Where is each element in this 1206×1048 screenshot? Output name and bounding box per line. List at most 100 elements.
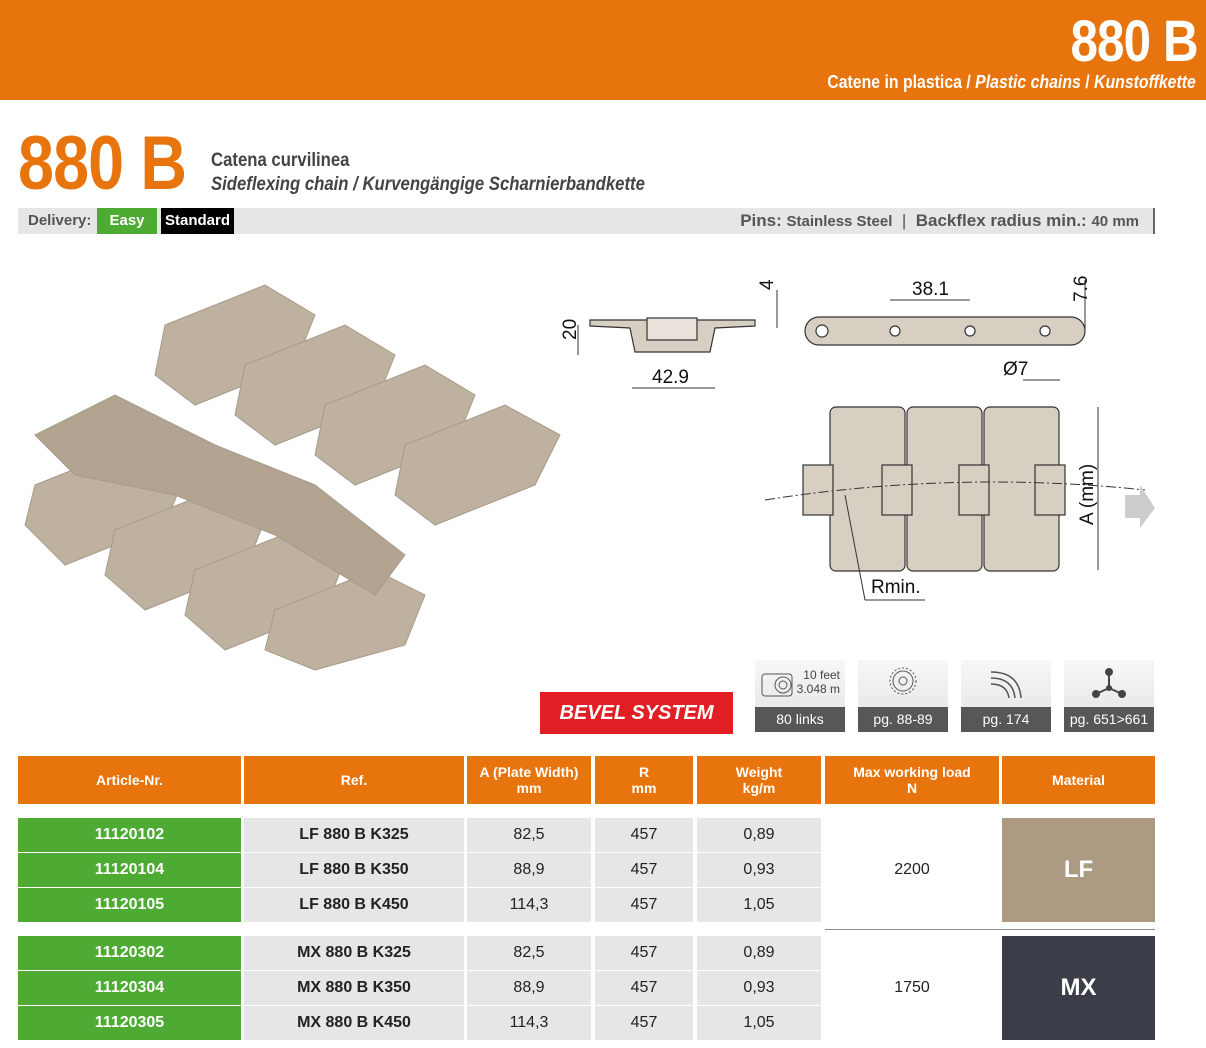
subtitle-en: Plastic chains [975, 72, 1081, 92]
length-info: 10 feet 3.048 m 80 links [755, 660, 845, 732]
table-cell-ref: MX 880 B K325 [244, 936, 464, 970]
table-cell-r: 457 [595, 853, 693, 887]
table-cell-a: 82,5 [467, 936, 591, 970]
column-header: Max working load N [825, 756, 999, 804]
table-cell-weight: 1,05 [697, 888, 821, 922]
table-cell-weight: 0,93 [697, 971, 821, 1005]
material-page: pg. 651>661 [1064, 707, 1154, 732]
sprocket-icon [889, 667, 917, 695]
column-header-label: Weight [735, 764, 783, 780]
table-cell-a: 82,5 [467, 818, 591, 852]
chain-plate [394, 404, 561, 526]
direction-arrow-icon [1125, 485, 1155, 528]
dim-42-9: 42.9 [652, 367, 689, 388]
table-cell-r: 457 [595, 936, 693, 970]
column-header-label: Ref. [340, 772, 368, 788]
dim-7-6: 7.6 [1071, 276, 1092, 302]
delivery-label: Delivery: [28, 212, 92, 229]
table-cell-a: 88,9 [467, 971, 591, 1005]
product-name-en: Sideflexing chain [211, 174, 349, 195]
backflex-label: Backflex radius min.: [915, 211, 1087, 230]
backflex-value: 40 mm [1091, 213, 1139, 230]
curve-page: pg. 174 [961, 707, 1051, 732]
column-header-label: Max working load [853, 764, 971, 780]
column-header-label: Material [1052, 772, 1105, 788]
table-cell-ref: LF 880 B K325 [244, 818, 464, 852]
column-header-unit: mm [516, 780, 542, 796]
chain-hinge [34, 394, 406, 596]
specs: Pins: Stainless Steel | Backflex radius … [740, 211, 1139, 230]
dim-d7: Ø7 [1003, 359, 1028, 380]
easy-badge: Easy [97, 208, 157, 234]
table-cell-r: 457 [595, 971, 693, 1005]
column-header: Weight kg/m [697, 756, 821, 804]
table-cell-weight: 1,05 [697, 1006, 821, 1040]
column-header-unit: mm [631, 780, 657, 796]
table-cell-article: 11120304 [18, 971, 241, 1005]
max-load: 2200 [825, 818, 999, 922]
table-cell-weight: 0,89 [697, 818, 821, 852]
dim-4: 4 [757, 279, 778, 290]
header-code: 880 B [1070, 9, 1199, 74]
column-header-unit: kg/m [742, 780, 776, 796]
molecule-icon [1092, 668, 1126, 698]
standard-badge: Standard [161, 208, 234, 234]
length-feet: 10 feet [803, 668, 840, 682]
column-header-unit: N [906, 780, 918, 796]
links-label: 80 links [755, 707, 845, 732]
table-cell-weight: 0,89 [697, 936, 821, 970]
max-load: 1750 [825, 936, 999, 1040]
table-cell-weight: 0,93 [697, 853, 821, 887]
pins-label: Pins: [740, 211, 782, 230]
table-cell-ref: MX 880 B K350 [244, 971, 464, 1005]
chain-photo [24, 284, 561, 671]
group-divider [825, 929, 1155, 930]
material-ref[interactable]: pg. 651>661 [1064, 660, 1154, 732]
product-name-it: Catena curvilinea [211, 150, 350, 171]
table-cell-ref: MX 880 B K450 [244, 1006, 464, 1040]
table-cell-a: 114,3 [467, 888, 591, 922]
column-header-label: R [638, 764, 650, 780]
column-header-label: A (Plate Width) [479, 764, 579, 780]
coil-icon [761, 673, 793, 697]
subtitle-de: Kunstoffkette [1094, 72, 1196, 92]
sprocket-ref[interactable]: pg. 88-89 [858, 660, 948, 732]
header-subtitle: Catene in plastica / Plastic chains / Ku… [827, 72, 1196, 93]
table-cell-article: 11120305 [18, 1006, 241, 1040]
top-view-plates [802, 406, 1066, 572]
table-cell-article: 11120104 [18, 853, 241, 887]
page-header: 880 B Catene in plastica / Plastic chain… [0, 0, 1206, 100]
table-cell-r: 457 [595, 818, 693, 852]
material-swatch: LF [1002, 818, 1155, 922]
product-name-de: Kurvengängige Scharnierbandkette [362, 174, 645, 195]
table-cell-article: 11120105 [18, 888, 241, 922]
curve-ref[interactable]: pg. 174 [961, 660, 1051, 732]
technical-drawing: 20 4 42.9 38.1 7.6 Ø7 A (mm) Rmin. [560, 276, 1155, 601]
table-cell-r: 457 [595, 888, 693, 922]
material-swatch: MX [1002, 936, 1155, 1040]
product-code: 880 B [18, 121, 187, 206]
sep: / [1080, 72, 1095, 92]
table-cell-ref: LF 880 B K350 [244, 853, 464, 887]
table-cell-a: 88,9 [467, 853, 591, 887]
table-cell-article: 11120102 [18, 818, 241, 852]
table-cell-article: 11120302 [18, 936, 241, 970]
column-header: Ref. [244, 756, 464, 804]
table-cell-ref: LF 880 B K450 [244, 888, 464, 922]
dim-38-1: 38.1 [912, 279, 949, 300]
column-header-label: Article-Nr. [96, 772, 163, 788]
delivery-bar: Delivery: Easy Standard Pins: Stainless … [18, 208, 1155, 234]
rmin-label: Rmin. [871, 577, 921, 598]
bevel-system-badge: BEVEL SYSTEM [540, 692, 733, 734]
column-header: A (Plate Width) mm [467, 756, 591, 804]
dim-20: 20 [560, 319, 581, 340]
subtitle-it: Catene in plastica [827, 72, 963, 92]
pins-value: Stainless Steel [786, 213, 893, 230]
table-cell-a: 114,3 [467, 1006, 591, 1040]
length-m: 3.048 m [796, 682, 840, 696]
sep: / [962, 72, 976, 92]
table-cell-r: 457 [595, 1006, 693, 1040]
sprocket-page: pg. 88-89 [858, 707, 948, 732]
column-header: Material [1002, 756, 1155, 804]
